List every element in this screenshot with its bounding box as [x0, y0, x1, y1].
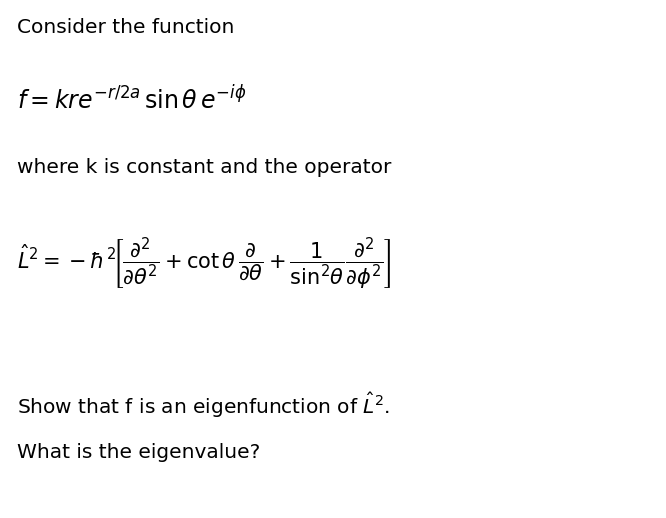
- Text: Consider the function: Consider the function: [17, 18, 234, 37]
- Text: What is the eigenvalue?: What is the eigenvalue?: [17, 443, 260, 462]
- Text: Show that f is an eigenfunction of $\hat{L}^2$.: Show that f is an eigenfunction of $\hat…: [17, 391, 390, 420]
- Text: where k is constant and the operator: where k is constant and the operator: [17, 158, 391, 177]
- Text: $f = kre^{-r/2a}\,\sin\theta\, e^{-i\phi}$: $f = kre^{-r/2a}\,\sin\theta\, e^{-i\phi…: [17, 85, 246, 114]
- Text: $\hat{L}^2 = -\hbar^2\!\left[\dfrac{\partial^2}{\partial\theta^2} + \cot\theta\,: $\hat{L}^2 = -\hbar^2\!\left[\dfrac{\par…: [17, 236, 392, 292]
